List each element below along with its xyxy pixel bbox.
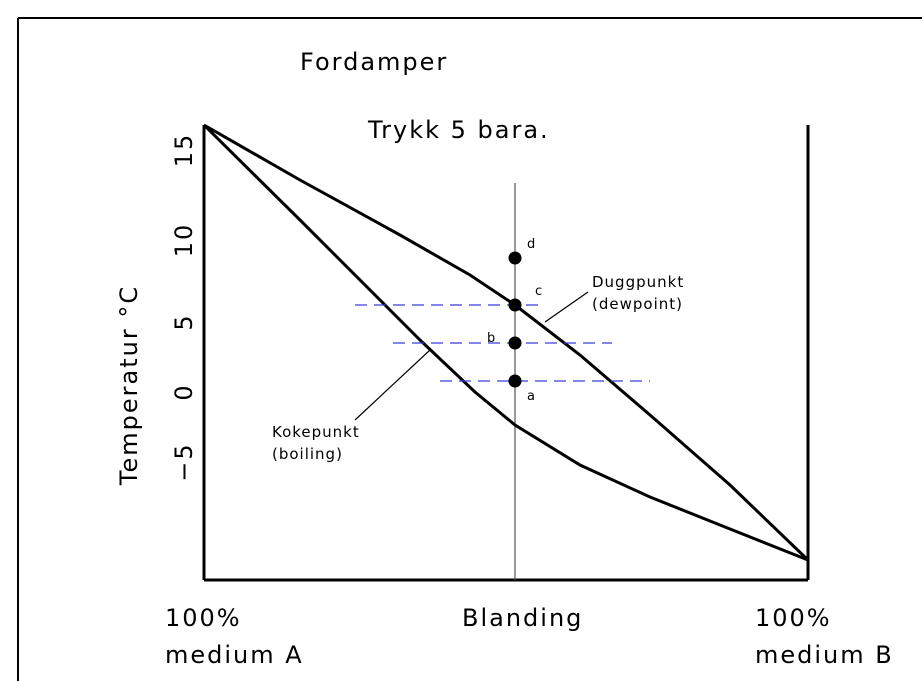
- title: Fordamper: [300, 48, 448, 76]
- x-label: 100%: [165, 604, 242, 632]
- y-tick-label: −5: [170, 442, 198, 481]
- dewpoint-curve: [203, 123, 810, 562]
- leader-line: [544, 291, 589, 323]
- annotation: Duggpunkt: [592, 273, 684, 291]
- dashed-levels: [355, 304, 650, 382]
- subtitle: Trykk 5 bara.: [367, 116, 550, 144]
- x-label: Blanding: [462, 604, 583, 632]
- x-label: 100%: [755, 604, 832, 632]
- point-label: d: [527, 237, 535, 252]
- annotation: (boiling): [272, 445, 343, 463]
- boiling-curve: [202, 123, 809, 562]
- y-tick-label: 0: [170, 383, 198, 400]
- point-label: a: [527, 389, 535, 404]
- point-d: [508, 251, 522, 265]
- annotation: (dewpoint): [592, 295, 683, 313]
- x-label: medium A: [165, 641, 304, 669]
- annotation: Kokepunkt: [272, 423, 360, 441]
- leader-line: [354, 349, 431, 421]
- y-tick-label: 10: [170, 223, 198, 258]
- y-tick-label: 15: [170, 133, 198, 168]
- y-tick-label: 5: [170, 313, 198, 330]
- point-a: [508, 374, 522, 388]
- point-c: [508, 298, 522, 312]
- point-label: c: [535, 284, 542, 299]
- point-label: b: [487, 331, 495, 346]
- y-axis-label: Temperatur °C: [115, 285, 143, 486]
- x-label: medium B: [755, 641, 894, 669]
- point-b: [508, 336, 522, 350]
